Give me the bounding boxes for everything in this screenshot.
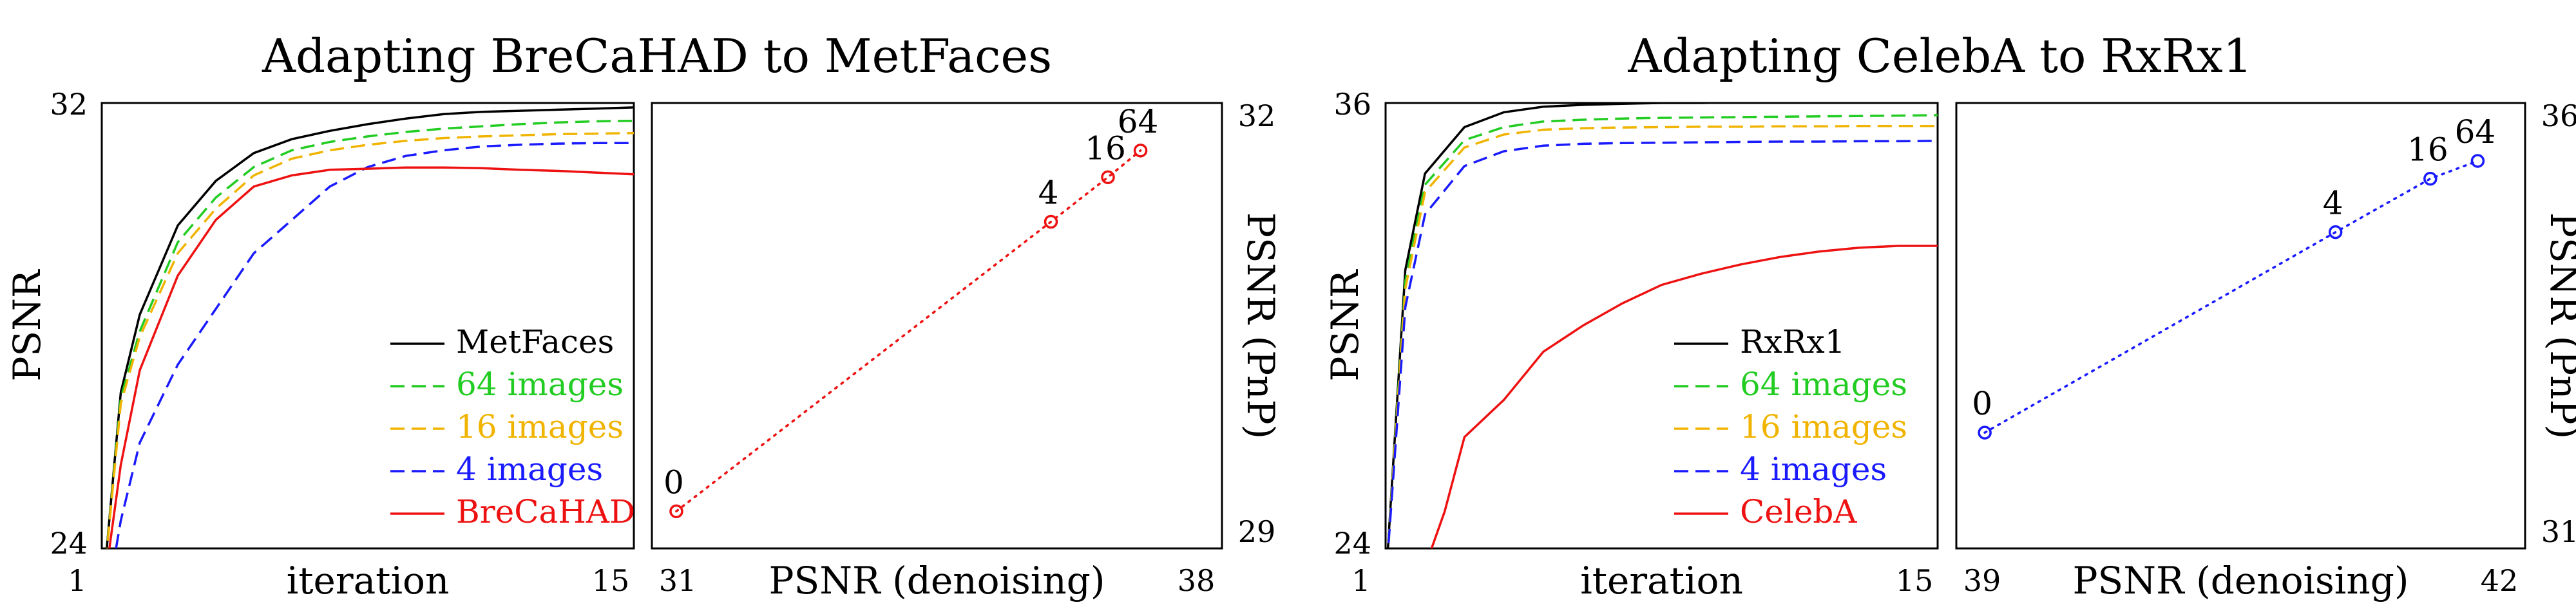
x-tick-label: 15: [1896, 563, 1934, 598]
data-point-16: [1101, 170, 1115, 185]
data-point-4: [2328, 225, 2343, 239]
data-point-0: [669, 504, 683, 519]
series-line-4: [108, 166, 634, 548]
y-tick-label: 32: [1238, 98, 1276, 133]
x-axis-label: PSNR (denoising): [2073, 559, 2409, 602]
point-label: 16: [2407, 131, 2448, 169]
x-axis-label: PSNR (denoising): [769, 559, 1105, 602]
x-tick-label: 39: [1963, 563, 2001, 598]
point-label: 0: [1972, 385, 1992, 422]
y-tick-label: 24: [1333, 526, 1371, 561]
point-label: 64: [1118, 103, 1159, 140]
series-line-1: [1386, 114, 1938, 548]
point-label: 16: [1085, 129, 1126, 167]
point-label: 64: [2455, 113, 2496, 151]
plot-frame: [651, 102, 1223, 550]
series-line-4: [1430, 245, 1938, 548]
legend-label: 16 images: [1740, 408, 1907, 445]
panel-celeba-iteration: 36 241 15 iteration PSNR RxRx1 64 images 16 ima…: [1323, 87, 1939, 602]
legend-label: MetFaces: [456, 323, 614, 360]
point-label: 4: [2323, 185, 2343, 222]
legend-label: RxRx1: [1740, 323, 1846, 360]
y-tick-label: 31: [2541, 514, 2576, 549]
x-tick-label: 38: [1178, 563, 1216, 598]
legend-label: 64 images: [456, 366, 624, 403]
series-line-1: [106, 119, 634, 548]
legend-label: 64 images: [1740, 366, 1907, 403]
x-tick-label: 42: [2481, 563, 2519, 598]
data-point-64: [1133, 144, 1148, 158]
chart-title-right: Adapting CelebA to RxRx1: [1627, 29, 2252, 83]
data-point-16: [2423, 171, 2438, 186]
point-label: 4: [1038, 174, 1059, 212]
legend-label: 16 images: [456, 408, 624, 445]
x-tick-label: 1: [68, 563, 86, 598]
y-axis-label: PSNR: [5, 268, 49, 382]
y-tick-label: 32: [50, 87, 88, 122]
data-point-4: [1044, 214, 1058, 229]
x-tick-label: 31: [659, 563, 697, 598]
series-line-2: [1387, 125, 1938, 548]
legend: MetFaces 64 images 16 images 4 images BreCaH…: [390, 323, 635, 530]
data-point-64: [2470, 154, 2485, 168]
y-axis-label: PSNR (PnP): [1239, 212, 1283, 439]
y-axis-label: PSNR (PnP): [2542, 212, 2576, 439]
series-line-3: [1387, 140, 1938, 548]
series-line-3: [115, 142, 634, 548]
legend-label: 4 images: [456, 451, 603, 488]
x-tick-label: 15: [592, 563, 630, 598]
y-tick-label: 36: [2541, 98, 2576, 133]
trend-line: [1983, 160, 2479, 434]
panel-celeba-scatter: 0 4 16 64 39 42 36 31 PSNR (denoising) PSNR (PnP): [1955, 98, 2576, 602]
plot-frame: [100, 102, 635, 550]
plot-frame: [1955, 102, 2526, 550]
y-axis-label: PSNR: [1323, 268, 1367, 382]
chart-title-left: Adapting BreCaHAD to MetFaces: [262, 29, 1052, 83]
legend-label: CelebA: [1740, 493, 1857, 530]
series-group: [106, 106, 634, 548]
x-axis-label: iteration: [287, 559, 450, 602]
legend: RxRx1 64 images 16 images 4 images CelebA: [1674, 323, 1907, 530]
y-tick-label: 24: [50, 526, 88, 561]
series-line-0: [1386, 103, 1784, 548]
series-group: [1386, 103, 1938, 548]
legend-label: BreCaHAD: [456, 493, 635, 530]
y-tick-label: 36: [1333, 87, 1371, 122]
data-point-0: [1978, 425, 1992, 440]
trend-line: [675, 149, 1142, 513]
legend-label: 4 images: [1740, 451, 1887, 488]
y-tick-label: 29: [1238, 514, 1276, 549]
point-label: 0: [663, 463, 684, 501]
series-line-0: [106, 106, 634, 548]
x-axis-label: iteration: [1580, 559, 1743, 602]
panel-brecahad-iteration: 32 241 15 iteration PSNR MetFaces 64 images 16 …: [5, 87, 635, 602]
x-tick-label: 1: [1351, 563, 1370, 598]
